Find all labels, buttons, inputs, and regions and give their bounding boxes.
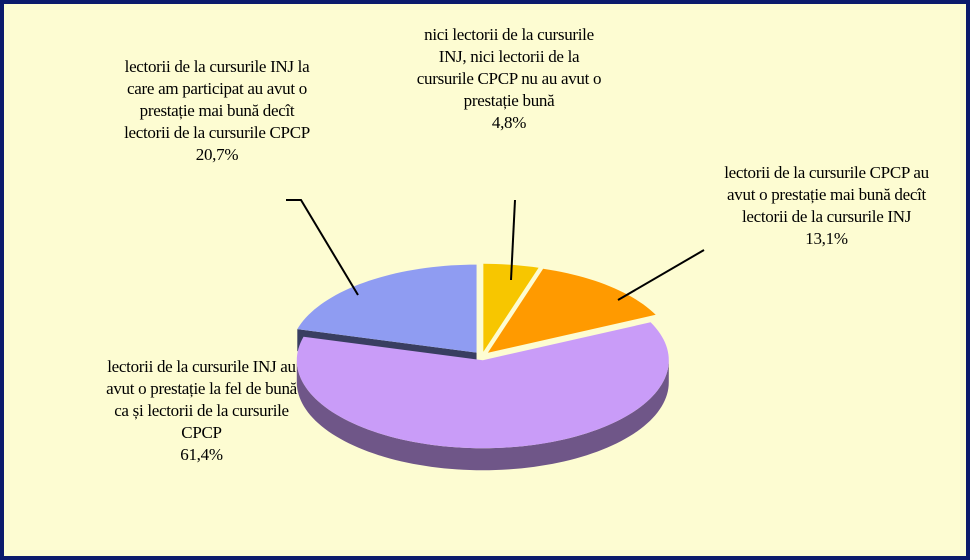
slice-side xyxy=(296,360,669,471)
slice xyxy=(297,264,477,353)
leader-line xyxy=(286,199,359,296)
slice xyxy=(483,263,539,352)
category-label: lectorii de la cursurile INJ la care am … xyxy=(124,57,310,142)
value-label: 13,1% xyxy=(805,229,848,248)
slice xyxy=(487,268,656,353)
chart xyxy=(286,199,705,471)
value-label: 61,4% xyxy=(180,445,223,464)
slice-label: lectorii de la cursurile INJ au avut o p… xyxy=(104,356,299,466)
slice-label: nici lectorii de la cursurile INJ, nici … xyxy=(414,24,604,134)
category-label: lectorii de la cursurile INJ au avut o p… xyxy=(106,357,297,442)
leader-lines xyxy=(286,199,705,301)
value-label: 4,8% xyxy=(491,113,527,132)
category-label: lectorii de la cursurile CPCP au avut o … xyxy=(724,163,929,226)
slice-label: lectorii de la cursurile CPCP au avut o … xyxy=(724,162,929,250)
slice xyxy=(296,322,669,449)
category-label: nici lectorii de la cursurile INJ, nici … xyxy=(416,25,602,110)
leader-line xyxy=(617,249,705,301)
value-label: 20,7% xyxy=(195,145,239,164)
slice-label: lectorii de la cursurile INJ la care am … xyxy=(122,56,312,166)
leader-line xyxy=(510,199,516,281)
pie xyxy=(296,263,669,471)
